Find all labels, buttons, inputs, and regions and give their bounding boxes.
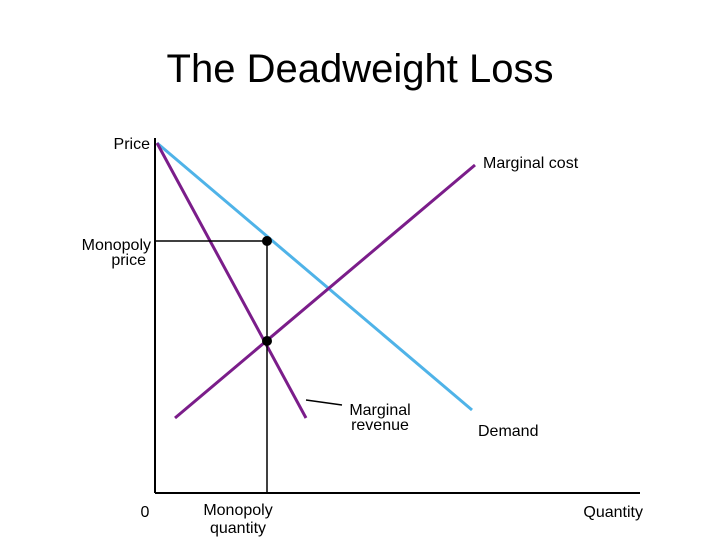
title: The Deadweight Loss (167, 47, 554, 91)
marginal-cost-label: Marginal cost (483, 155, 579, 172)
label-pointer (305, 399, 343, 406)
marginal-revenue-label: Marginal (349, 402, 410, 419)
marginal-cost-curve (174, 163, 476, 420)
demand-curve (156, 141, 473, 412)
price-label: Price (114, 136, 151, 153)
monopoly-price-label: price (111, 252, 146, 269)
monopoly-price-label: Monopoly (82, 237, 151, 254)
monopoly-point (262, 236, 272, 246)
mr-mc-point (262, 336, 272, 346)
origin-label: 0 (141, 504, 150, 521)
monopoly-quantity-label: Monopoly (203, 502, 272, 519)
marginal-revenue-label: revenue (351, 417, 409, 434)
demand-label: Demand (478, 423, 538, 440)
monopoly-quantity-label: quantity (210, 520, 266, 537)
quantity-label: Quantity (583, 504, 643, 521)
marginal-revenue-curve (155, 142, 308, 419)
